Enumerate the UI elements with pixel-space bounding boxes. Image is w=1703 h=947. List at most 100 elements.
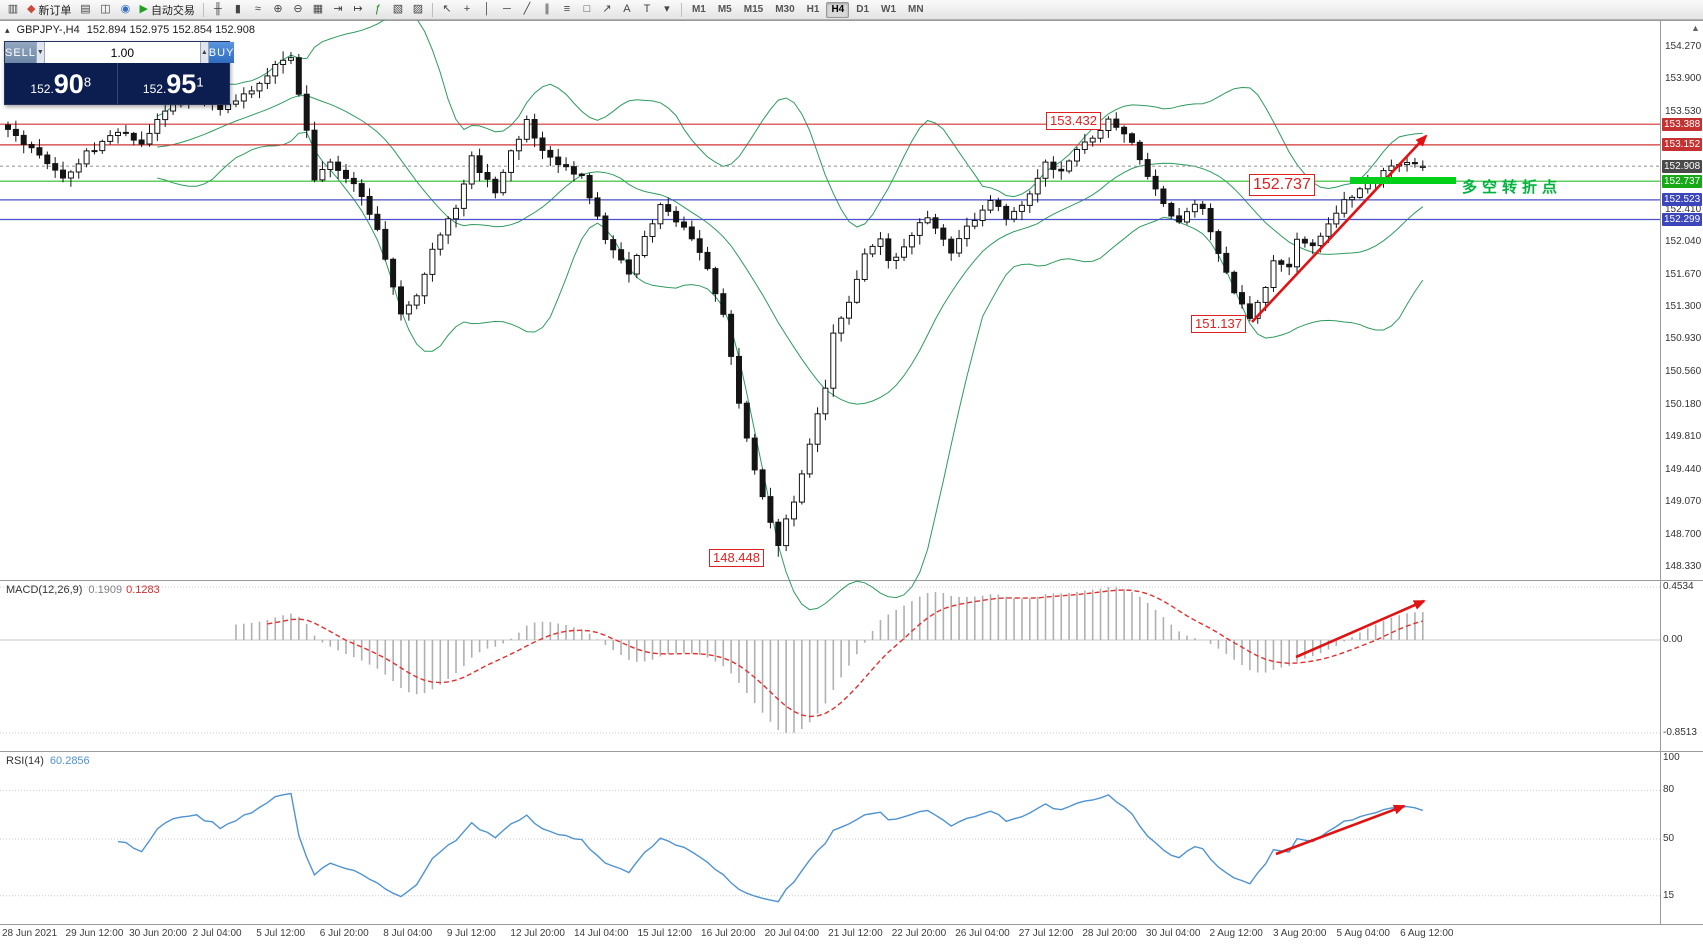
shapes-tool[interactable]: □ [577, 1, 597, 18]
volume-increase-button[interactable]: ▲ [199, 42, 209, 63]
auto-trading[interactable]: ▶ 自动交易 [135, 1, 198, 18]
channel-tool[interactable]: ∥ [537, 1, 557, 18]
crosshair-tool[interactable]: + [457, 1, 477, 18]
bid-pipette: 8 [83, 74, 92, 90]
macd-axis-label: 0.4534 [1663, 581, 1694, 592]
time-axis-label: 6 Aug 12:00 [1400, 928, 1454, 939]
macd-trend-arrow[interactable] [1295, 599, 1426, 659]
price-tick: 149.070 [1665, 496, 1702, 508]
auto-scroll[interactable]: ⇥ [328, 1, 348, 18]
templates-icon: ▨ [412, 3, 424, 15]
scroll-up-icon[interactable]: ▲ [1691, 23, 1700, 33]
text-tool[interactable]: A [617, 1, 637, 18]
note-label[interactable]: 多空转折点 [1462, 179, 1563, 196]
level-lines [0, 123, 1660, 221]
crosshair-tool-icon: + [463, 3, 471, 15]
objects-dropdown[interactable]: ▾ [657, 1, 677, 18]
fibonacci-tool[interactable]: ≡ [557, 1, 577, 18]
chart-profiles-icon: ▤ [80, 3, 91, 15]
collapse-icon[interactable]: ▴ [5, 24, 10, 35]
timeframe-w1[interactable]: W1 [881, 4, 897, 15]
price-level-label: 152.523 [1662, 193, 1703, 207]
timeframe-m5[interactable]: M5 [717, 4, 732, 15]
new-chart-icon: ▥ [7, 3, 19, 15]
candles [5, 51, 1426, 557]
price-tick: 152.410 [1665, 203, 1702, 215]
time-axis-label: 2 Aug 12:00 [1209, 928, 1263, 939]
zoom-in[interactable]: ⊕ [268, 1, 288, 18]
chart-profiles[interactable]: ▤ [75, 1, 95, 18]
new-order[interactable]: ◆ 新订单 [23, 1, 75, 18]
timeframe-d1[interactable]: D1 [856, 4, 870, 15]
timeframe-h4[interactable]: H4 [826, 1, 850, 18]
rsi-panel [0, 789, 1660, 903]
candlestick-mode[interactable]: ▮ [228, 1, 248, 18]
bar-chart-mode[interactable]: ╫ [208, 1, 228, 18]
vertical-line-tool[interactable]: │ [477, 1, 497, 18]
line-chart-mode[interactable]: ≈ [248, 1, 268, 18]
zoom-out[interactable]: ⊖ [288, 1, 308, 18]
cursor-tool[interactable]: ↖ [437, 1, 457, 18]
trend-arrows[interactable] [1251, 134, 1428, 856]
ask-pipette: 1 [196, 74, 204, 90]
line-chart-mode-icon: ≈ [254, 3, 261, 15]
zoom-out-icon: ⊖ [293, 3, 303, 15]
timeframe-m1[interactable]: M1 [691, 4, 706, 15]
trade-controls-row: SELL ▼ ▲ BUY [5, 42, 235, 63]
horizontal-line-tool[interactable]: ─ [497, 1, 517, 18]
ask-big-digits: 95 [166, 69, 197, 99]
timeframe-m30[interactable]: M30 [775, 4, 795, 15]
quote-prices-row: 152.908 152.951 [5, 63, 229, 104]
timeframe-mn[interactable]: MN [908, 4, 924, 15]
periods[interactable]: ▧ [388, 1, 408, 18]
symbol-period-label: GBPJPY-,H4 [16, 24, 80, 36]
price-tick: 152.040 [1665, 236, 1702, 248]
timeframe-m15[interactable]: M15 [743, 4, 764, 15]
price-axis[interactable]: 154.270 153.900 153.530 152.410 152.040 151.6… [1662, 20, 1703, 924]
chart-shift[interactable]: ↦ [348, 1, 368, 18]
buy-price-display[interactable]: 152.951 [118, 63, 230, 104]
indicators-list[interactable]: ƒ [368, 1, 388, 18]
periods-icon: ▧ [392, 3, 404, 15]
auto-scroll-icon: ⇥ [333, 3, 343, 15]
templates[interactable]: ▨ [408, 1, 428, 18]
macd-title: MACD(12,26,9) [6, 584, 83, 596]
time-axis-label: 2 Jul 04:00 [192, 928, 242, 939]
macd-main-value: 0.1909 [88, 584, 123, 596]
candlestick-mode-icon: ▮ [234, 3, 241, 15]
sell-button[interactable]: SELL [5, 42, 36, 63]
price-tick: 148.330 [1665, 560, 1702, 572]
ohlc-readout: 152.894 152.975 152.854 152.908 [86, 24, 255, 36]
pivot-price-label[interactable]: 152.737 [1249, 174, 1315, 196]
swing-low-price-label[interactable]: 151.137 [1191, 315, 1246, 334]
navigator[interactable]: ◉ [115, 1, 135, 18]
timeframe-h1[interactable]: H1 [806, 4, 820, 15]
pivot-highlight-bar[interactable] [1350, 177, 1456, 184]
buy-button[interactable]: BUY [208, 42, 235, 63]
sell-price-display[interactable]: 152.908 [5, 63, 117, 104]
objects-dropdown-icon: ▾ [664, 3, 670, 15]
volume-decrease-button[interactable]: ▼ [35, 42, 45, 63]
time-axis-label: 8 Jul 04:00 [383, 928, 433, 939]
volume-input[interactable] [44, 42, 200, 63]
time-axis-label: 20 Jul 04:00 [764, 928, 820, 939]
major-low-price-label[interactable]: 148.448 [709, 549, 764, 568]
label-tool[interactable]: T [637, 1, 657, 18]
zoom-in-icon: ⊕ [273, 3, 283, 15]
price-level-label: 153.152 [1662, 138, 1703, 152]
resistance-price-label[interactable]: 153.432 [1046, 112, 1101, 131]
shapes-tool-icon: □ [583, 3, 591, 15]
trendline-tool[interactable]: ╱ [517, 1, 537, 18]
market-watch[interactable]: ◫ [95, 1, 115, 18]
tile-windows[interactable]: ▦ [308, 1, 328, 18]
rsi-trend-arrow[interactable] [1275, 804, 1406, 856]
price-trend-arrow[interactable] [1251, 134, 1428, 323]
rsi-title: RSI(14) [6, 755, 44, 767]
time-axis[interactable]: 28 Jun 2021 29 Jun 12:00 30 Jun 20:00 2 Jul… [0, 926, 1660, 947]
trendline-tool-icon: ╱ [523, 3, 531, 15]
arrows-tool[interactable]: ↗ [597, 1, 617, 18]
new-chart[interactable]: ▥ [3, 1, 23, 18]
arrows-tool-icon: ↗ [602, 3, 612, 15]
price-level-label: 152.737 [1662, 174, 1703, 188]
